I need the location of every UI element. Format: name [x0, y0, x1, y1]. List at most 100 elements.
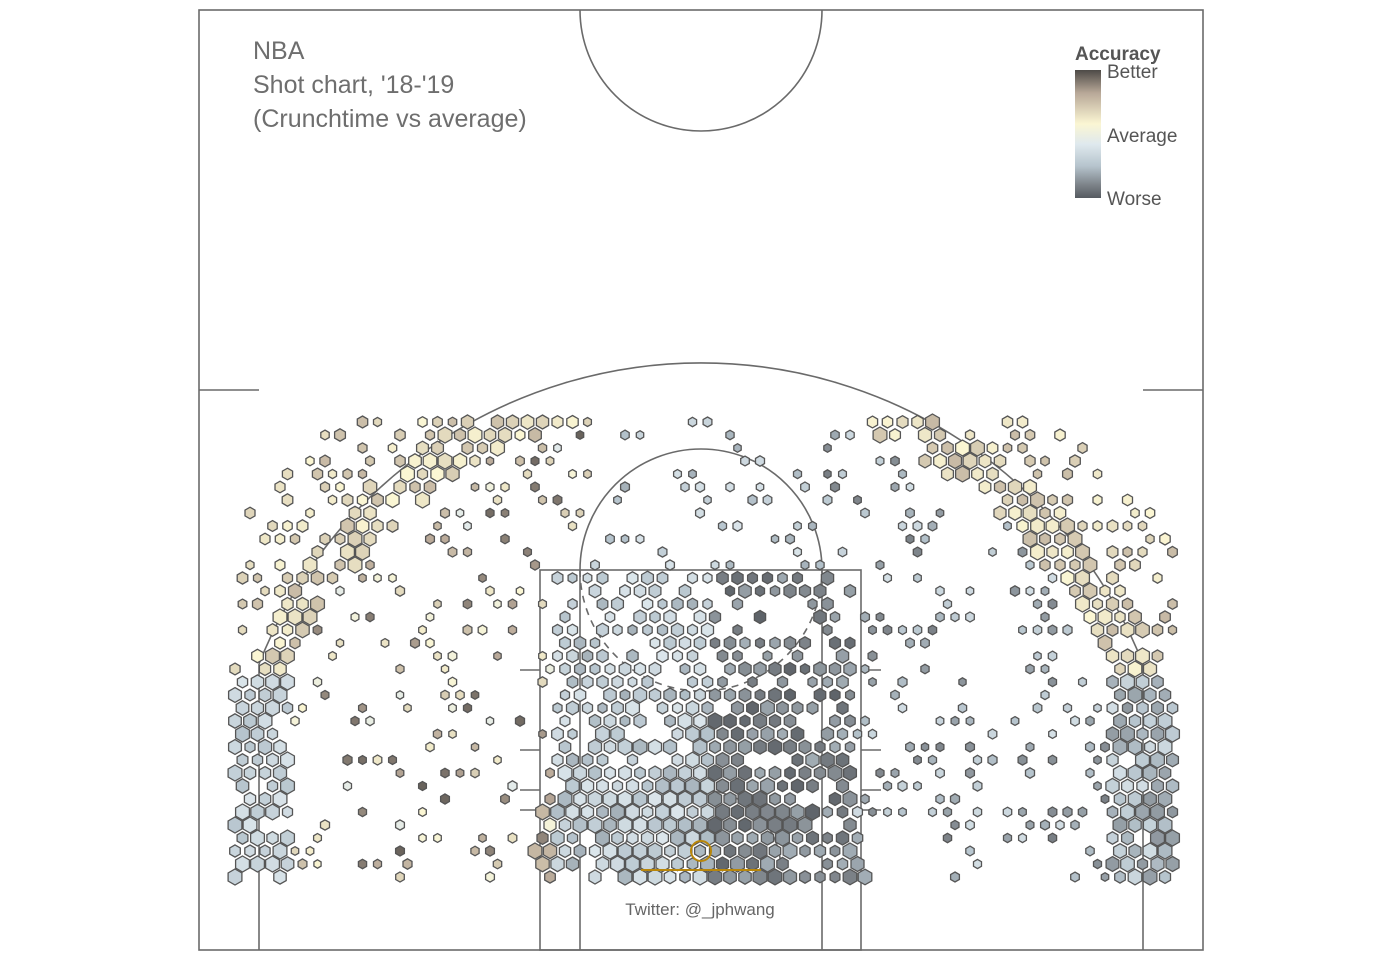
shot-hexbin	[670, 622, 685, 638]
shot-hexbin	[972, 754, 983, 766]
shot-hexbin	[289, 636, 301, 650]
shot-hexbin	[842, 790, 858, 808]
shot-hexbin	[935, 715, 945, 727]
shot-hexbin	[807, 598, 818, 610]
shot-hexbin	[342, 754, 353, 766]
shot-hexbin	[287, 582, 303, 600]
shot-hexbin	[347, 556, 363, 574]
shot-hexbin	[1069, 584, 1081, 598]
shot-hexbin	[234, 855, 251, 873]
shot-hexbin	[1054, 558, 1066, 572]
shot-hexbin	[890, 689, 900, 701]
free-throw-circle-bottom	[579, 569, 823, 692]
shot-hexbin	[723, 739, 737, 755]
shot-hexbin	[723, 868, 737, 886]
shot-hexbin	[618, 661, 632, 677]
shot-hexbin	[633, 661, 647, 677]
shot-hexbin	[820, 751, 835, 769]
shot-hexbin	[550, 803, 565, 821]
shot-hexbin	[821, 596, 834, 612]
shot-hexbin	[746, 571, 759, 585]
shot-hexbin	[493, 598, 502, 610]
shot-hexbin	[624, 803, 641, 821]
shot-hexbin	[243, 712, 257, 730]
shot-hexbin	[462, 598, 473, 610]
shot-hexbin	[611, 779, 624, 793]
shot-hexbin	[588, 713, 602, 729]
shot-hexbin	[447, 676, 458, 688]
shot-hexbin	[813, 843, 827, 859]
shot-hexbin	[632, 738, 648, 756]
shot-hexbin	[746, 856, 759, 872]
shot-hexbin	[522, 546, 533, 558]
legend: Accuracy Better Average Worse	[1075, 44, 1177, 210]
shot-hexbin	[605, 533, 615, 545]
shot-hexbin	[1128, 817, 1142, 833]
shot-hexbin	[380, 637, 390, 649]
shot-hexbin	[335, 481, 345, 493]
shot-hexbin	[918, 453, 932, 469]
shot-hexbin	[552, 494, 563, 506]
shot-hexbin	[290, 845, 300, 857]
shot-hexbin	[807, 676, 818, 688]
shot-hexbin	[385, 491, 400, 509]
shot-hexbin	[295, 621, 310, 639]
shot-hexbin	[1136, 857, 1149, 871]
shot-hexbin	[484, 845, 496, 857]
shot-hexbin	[281, 701, 294, 715]
shot-hexbin	[260, 585, 270, 597]
legend-label-average: Average	[1107, 126, 1177, 147]
shot-hexbin	[965, 715, 975, 727]
shot-hexbin	[557, 764, 573, 782]
shot-hexbin	[662, 816, 678, 834]
shot-hexbin	[258, 687, 272, 703]
shot-hexbin	[701, 700, 714, 716]
shot-hexbin	[942, 806, 953, 818]
shot-hexbin	[535, 803, 550, 821]
shot-hexbin	[1121, 701, 1134, 715]
shot-hexbin	[1106, 831, 1119, 845]
shot-hexbin	[1069, 558, 1081, 572]
shot-hexbin	[1069, 454, 1081, 468]
shot-hexbin	[723, 635, 737, 651]
shot-hexbin	[1143, 790, 1157, 808]
shot-hexbin	[686, 623, 699, 637]
shot-hexbin	[1127, 868, 1143, 886]
shot-hexbin	[350, 611, 360, 623]
shot-hexbin	[732, 520, 743, 532]
shot-hexbin	[372, 858, 383, 870]
shot-hexbin	[1008, 505, 1022, 521]
shot-hexbin	[845, 429, 855, 441]
shot-hexbin	[972, 780, 983, 792]
shot-hexbin	[964, 741, 976, 753]
shot-hexbin	[1017, 754, 1028, 766]
shot-hexbin	[737, 764, 753, 782]
shot-hexbin	[596, 753, 609, 767]
shot-hexbin	[305, 845, 315, 857]
shot-hexbin	[430, 440, 445, 456]
shot-hexbin	[752, 842, 768, 860]
shot-hexbin	[714, 829, 731, 847]
shot-hexbin	[723, 791, 737, 807]
shot-hexbin	[362, 478, 378, 496]
shot-hexbin	[418, 624, 427, 636]
shot-hexbin	[372, 416, 383, 428]
shot-hexbin	[493, 651, 502, 661]
shot-hexbin	[868, 676, 877, 688]
shot-hexbin	[1091, 597, 1104, 611]
shot-hexbin	[1127, 686, 1143, 704]
shot-hexbin	[913, 780, 922, 792]
shot-hexbin	[783, 738, 797, 756]
shot-hexbin	[1007, 478, 1023, 496]
shot-hexbin	[669, 829, 686, 847]
shot-hexbin	[1106, 701, 1119, 715]
shot-hexbin	[493, 754, 502, 766]
shot-hexbin	[790, 726, 805, 742]
title-line-1: NBA	[253, 37, 305, 65]
shot-hexbin	[1047, 676, 1058, 688]
shot-hexbin	[830, 429, 840, 441]
shot-hexbin	[453, 427, 467, 443]
shot-hexbin	[252, 572, 263, 584]
shot-hexbin	[566, 414, 579, 430]
shot-hexbin	[958, 677, 967, 687]
